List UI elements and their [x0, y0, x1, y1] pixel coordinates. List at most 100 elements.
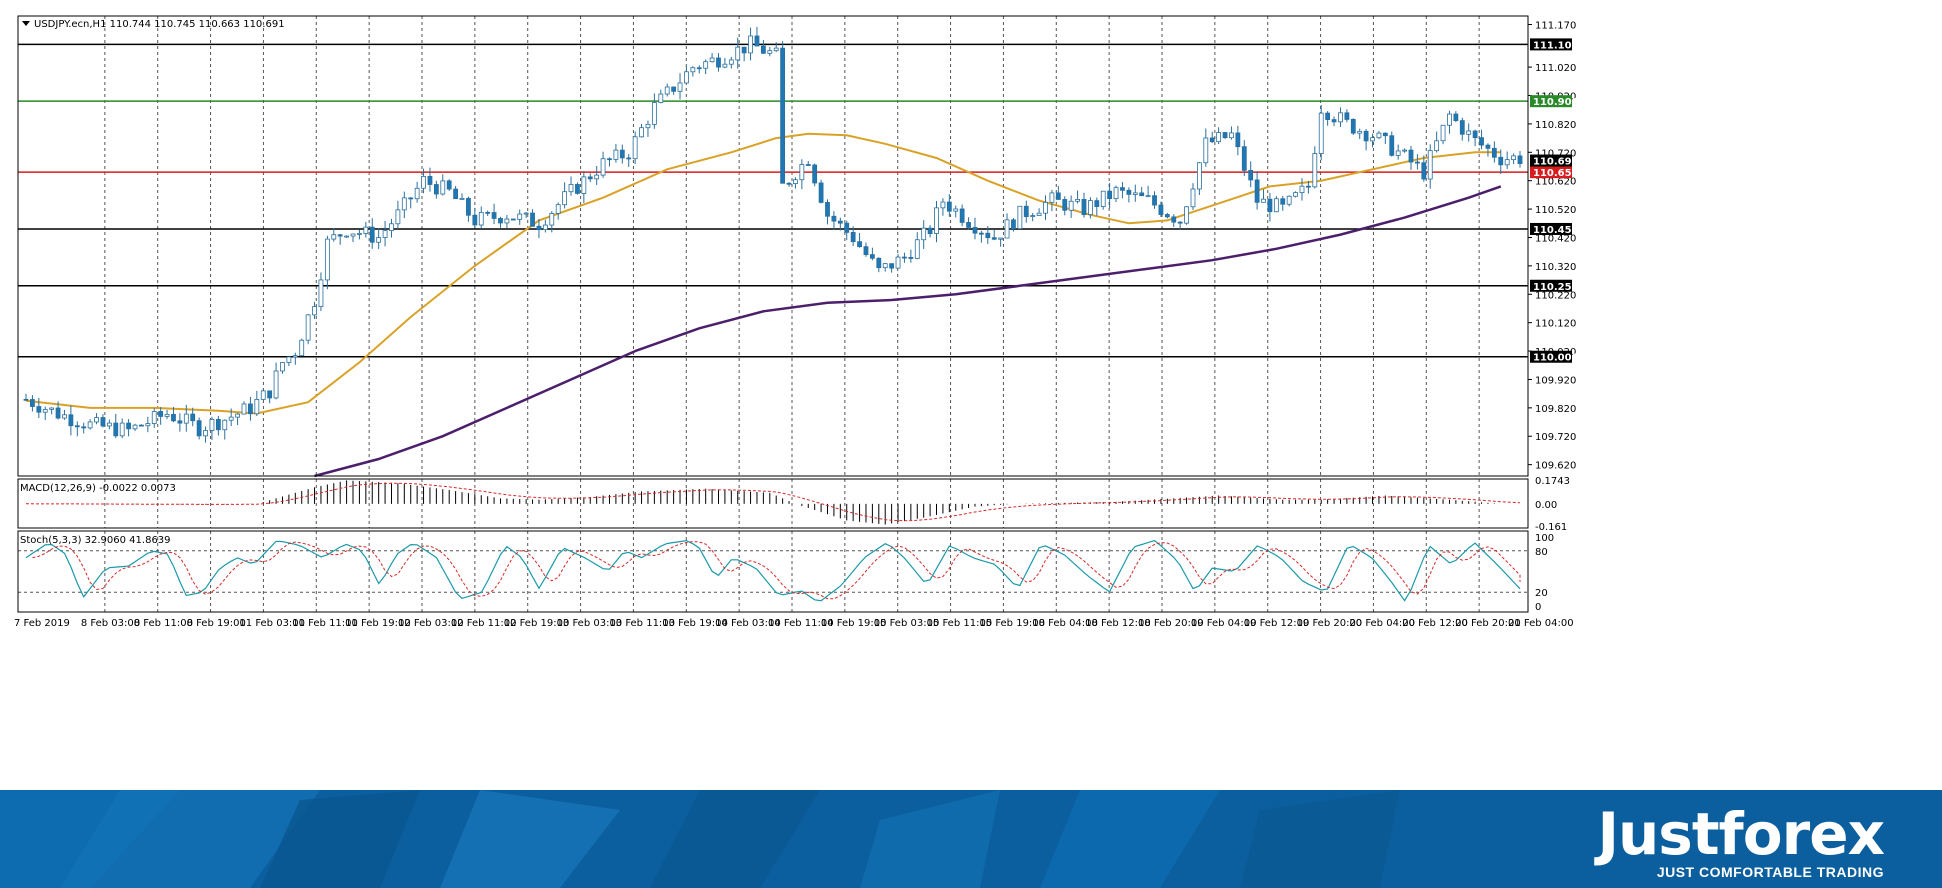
candle-body	[837, 220, 843, 224]
candle-body	[1402, 149, 1407, 152]
time-axis[interactable]: 7 Feb 2019 8 Feb 03:008 Feb 11:008 Feb 19…	[14, 618, 1574, 629]
price-axis[interactable]: 111.170111.020110.920110.820110.720110.6…	[1528, 21, 1579, 613]
main-title: USDJPY.ecn,H1 110.744 110.745 110.663 11…	[34, 19, 285, 30]
candle	[1062, 196, 1068, 216]
candle-body	[1306, 185, 1311, 188]
footer-pattern	[0, 790, 1400, 888]
candle-body	[799, 164, 805, 181]
candle-body	[1107, 190, 1113, 200]
candle	[1113, 185, 1119, 203]
candle	[1280, 195, 1286, 211]
candle-body	[1350, 119, 1356, 134]
candle-body	[145, 423, 151, 427]
candle	[799, 159, 805, 190]
candle-body	[1485, 144, 1491, 149]
candle	[478, 206, 484, 229]
candle-body	[119, 422, 125, 437]
candle-body	[100, 417, 106, 427]
candle-body	[934, 207, 939, 234]
candle	[1139, 186, 1145, 197]
candle-body	[1113, 187, 1119, 200]
candle-body	[677, 82, 683, 92]
candle-body	[87, 421, 93, 429]
candle-body	[254, 399, 260, 415]
candle	[767, 47, 773, 57]
candle	[74, 421, 80, 437]
candle	[754, 26, 760, 47]
candle-body	[1209, 137, 1215, 143]
candle-body	[491, 212, 497, 219]
candle	[119, 418, 125, 439]
candle	[1209, 131, 1215, 144]
candle	[87, 419, 93, 430]
candle-body	[62, 414, 67, 419]
candle-body	[587, 176, 593, 180]
macd-histogram	[26, 480, 1521, 525]
time-label: 8 Feb 19:00	[187, 618, 246, 629]
candle-body	[978, 232, 984, 235]
candle	[1415, 154, 1420, 170]
candle	[1331, 116, 1337, 127]
brand-tagline: JUST COMFORTABLE TRADING	[1656, 864, 1884, 880]
candle-body	[575, 184, 580, 194]
candle-body	[1030, 215, 1036, 217]
panel-frame	[17, 15, 1529, 477]
level-price-box	[1530, 350, 1572, 363]
candle-body	[696, 67, 702, 70]
candle	[1229, 126, 1234, 140]
candle-body	[684, 71, 689, 84]
candle	[716, 53, 721, 72]
candle-body	[1440, 124, 1446, 142]
candle	[1408, 145, 1414, 171]
candle	[773, 42, 779, 53]
candle-body	[786, 182, 792, 185]
candle-body	[401, 197, 407, 211]
candle	[607, 157, 612, 167]
candle	[292, 352, 298, 365]
candle	[1222, 131, 1228, 139]
candle-body	[305, 314, 311, 341]
candle-body	[530, 212, 535, 227]
candle-body	[902, 256, 907, 259]
candle-body	[825, 202, 830, 217]
stoch-tick-label: 0	[1535, 602, 1541, 613]
candle	[1440, 124, 1446, 145]
candle	[953, 205, 959, 218]
candle-body	[1331, 119, 1337, 123]
candle-body	[1248, 169, 1254, 181]
candle	[1235, 125, 1241, 156]
candle-body	[517, 213, 523, 220]
price-tick-label: 110.820	[1535, 120, 1576, 131]
moving-average-line	[314, 185, 1502, 478]
candle-body	[408, 197, 414, 200]
time-label: 13 Feb 19:00	[662, 618, 728, 629]
candle	[1459, 117, 1465, 141]
candle-body	[619, 149, 625, 159]
current-price-box	[1530, 154, 1572, 167]
candle-body	[55, 407, 61, 419]
stoch-title: Stoch(5,3,3) 32.9060 41.8639	[20, 535, 171, 546]
candle-body	[1395, 150, 1401, 156]
time-label: 13 Feb 11:00	[609, 618, 675, 629]
candle-body	[1344, 112, 1350, 120]
candle	[581, 171, 587, 204]
candle-body	[260, 390, 266, 400]
candle	[1350, 118, 1356, 135]
price-tick-label: 110.320	[1535, 262, 1576, 273]
candle-body	[850, 232, 856, 243]
candle-body	[632, 136, 638, 160]
stoch-main-line	[25, 539, 1521, 602]
candle	[299, 338, 305, 357]
level-price-box	[1530, 222, 1572, 235]
candle	[1376, 130, 1382, 140]
candle-body	[741, 46, 747, 54]
candle-body	[395, 209, 401, 225]
candle	[786, 182, 792, 187]
candle	[350, 233, 356, 243]
candle	[1004, 213, 1010, 239]
candle-body	[748, 35, 753, 54]
candle-body	[1382, 132, 1388, 137]
candle-body	[754, 35, 760, 47]
candle	[466, 196, 471, 222]
candle-body	[248, 403, 253, 415]
